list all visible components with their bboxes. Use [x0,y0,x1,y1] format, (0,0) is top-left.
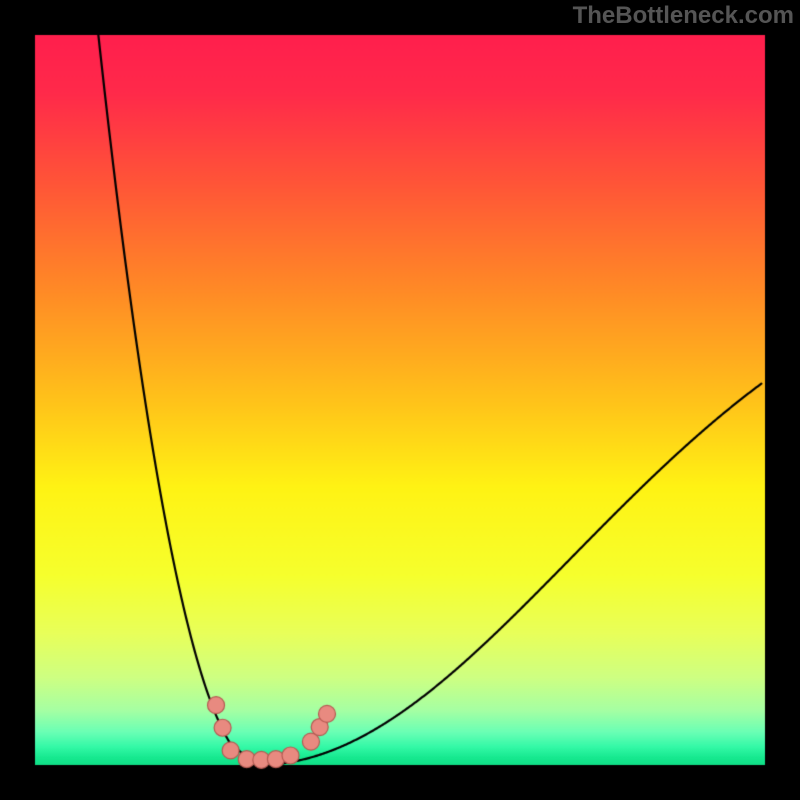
stage: TheBottleneck.com [0,0,800,800]
watermark-text: TheBottleneck.com [573,2,794,30]
bottleneck-chart [0,0,800,800]
